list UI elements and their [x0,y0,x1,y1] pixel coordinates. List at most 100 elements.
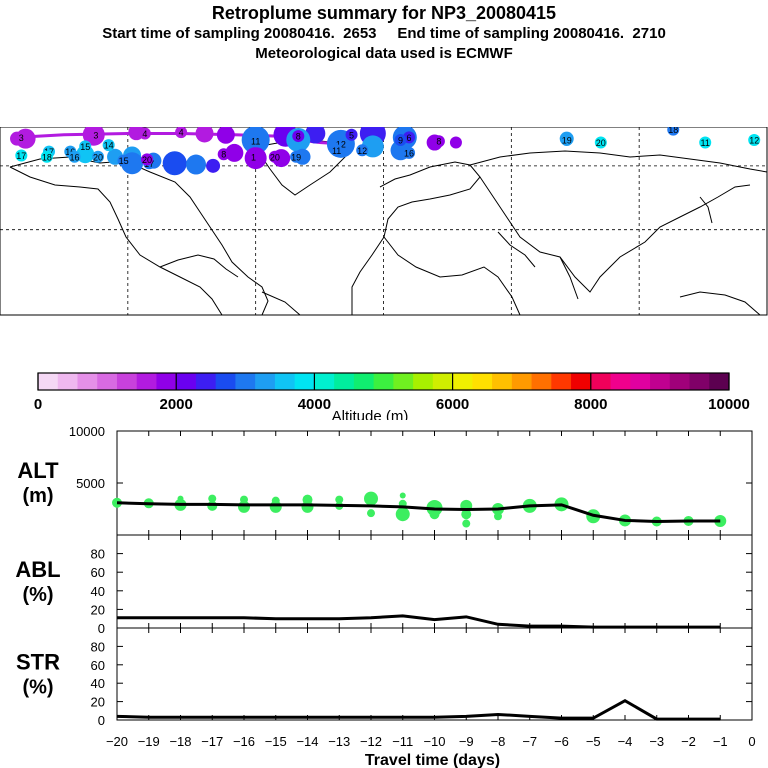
plume-marker [345,128,358,141]
y-tick-label: 80 [91,639,105,654]
plume-marker-label: 5 [349,130,354,140]
gulf-coast [159,254,239,278]
plume-marker-label: 6 [407,133,412,143]
plume-marker-label: 19 [291,152,301,162]
plume-marker-label: 20 [270,152,280,162]
plume-marker [217,148,230,161]
colorbar-cell [393,373,414,390]
colorbar-tick-label: 0 [34,396,42,413]
colorbar-cell [709,373,730,390]
plume-marker-label: 8 [436,137,441,147]
y-tick-label: 60 [91,658,105,673]
plume-marker-label: 20 [93,152,103,162]
india-coast [559,256,579,300]
plume-marker [560,133,573,146]
plume-marker [68,150,81,163]
x-tick-label: −6 [554,734,569,749]
y-tick-label: 10000 [69,424,105,439]
y-tick-label: 40 [91,584,105,599]
plume-marker-label: 4 [179,128,184,138]
alt-point [207,500,218,511]
plume-marker [432,135,445,148]
colorbar-cell [176,373,197,390]
plume-dot [195,127,214,143]
asia-coast-south [479,176,751,293]
plume-marker-label: 16 [70,152,80,162]
plume-marker [89,128,102,141]
alt-point [208,494,217,503]
plume-marker [330,144,343,157]
plume-dot [449,136,462,149]
colorbar-cell [353,373,375,390]
colorbar-cell [255,373,276,390]
x-tick-label: −13 [328,734,350,749]
alt-point [269,500,282,513]
x-tick-label: −8 [491,734,506,749]
colorbar-cell [38,373,59,390]
y-tick-label: 20 [91,695,105,710]
plume-marker [15,149,28,162]
colorbar-cell [452,373,473,390]
plume-marker [102,139,115,152]
japan-coast [699,196,713,224]
y-tick-label: 80 [91,547,105,562]
plume-marker [403,146,416,159]
colorbar-cell [215,373,236,390]
x-tick-label: −11 [392,734,413,749]
x-tick-label: −18 [169,734,191,749]
panel-unit: (m) [22,485,53,507]
plume-marker-label: 16 [65,147,75,157]
alt-point [238,500,250,513]
x-tick-label: −14 [296,734,318,749]
plume-marker-label: 14 [104,141,114,151]
alt-point [461,509,472,520]
x-tick-label: −4 [618,734,633,749]
plume-marker-label: 20 [142,155,152,165]
colorbar-cell [432,373,454,390]
colorbar-cell [492,373,513,390]
plume-marker-label: 1 [251,152,256,162]
y-tick-label: 20 [91,602,105,617]
plume-marker [699,136,712,149]
plume-marker-label: 18 [42,152,52,162]
africa-coast [383,236,521,316]
colorbar-cell [57,373,78,390]
plume-marker-label: 8 [221,150,226,160]
plume-marker-label: 17 [16,151,26,161]
plume-marker-label: 20 [596,138,606,148]
colorbar-cell [571,373,592,390]
plume-marker [40,150,53,163]
colorbar-cell [551,373,572,390]
alt-point [429,509,440,520]
colorbar-tick-label: 8000 [574,396,607,413]
africa-west-coast [351,236,385,315]
plume-dot [305,127,326,144]
y-tick-label: 60 [91,565,105,580]
plume-marker [748,133,761,146]
plume-marker [141,153,154,166]
panel-unit: (%) [22,676,53,698]
x-tick-label: −10 [423,734,445,749]
travel-time-axis: −20 −19 −18 −17 −16 −15 −14 −13 −12 −11 −10 −9 −8 −7−… [106,734,756,768]
plume-marker [290,150,303,163]
plume-marker [138,127,151,140]
plume-marker [247,150,260,163]
colorbar-cell [195,373,217,390]
europe-coast [379,161,481,238]
plume-marker-label: 15 [119,156,129,166]
plume-dot [186,154,207,175]
str-panel: STR(%) 80 60 40 20 0 [16,627,753,728]
colorbar-cell [669,373,691,390]
panel-label: ALT [17,458,59,483]
y-tick-label: 0 [98,713,105,728]
alt-median-line [116,501,721,523]
plume-marker-label: 15 [80,142,90,152]
altitude-colorbar: 0 2000 4000 6000 8000 10000 Altitude (m) [34,372,750,420]
plume-marker-label: 9 [398,135,403,145]
abl-panel: ABL(%) 80 60 40 20 0 [15,534,753,636]
plume-marker [594,136,607,149]
colorbar-cell [97,373,118,390]
plume-marker-label: 11 [332,146,341,156]
colorbar-cell [472,373,493,390]
x-tick-label: −9 [459,734,474,749]
